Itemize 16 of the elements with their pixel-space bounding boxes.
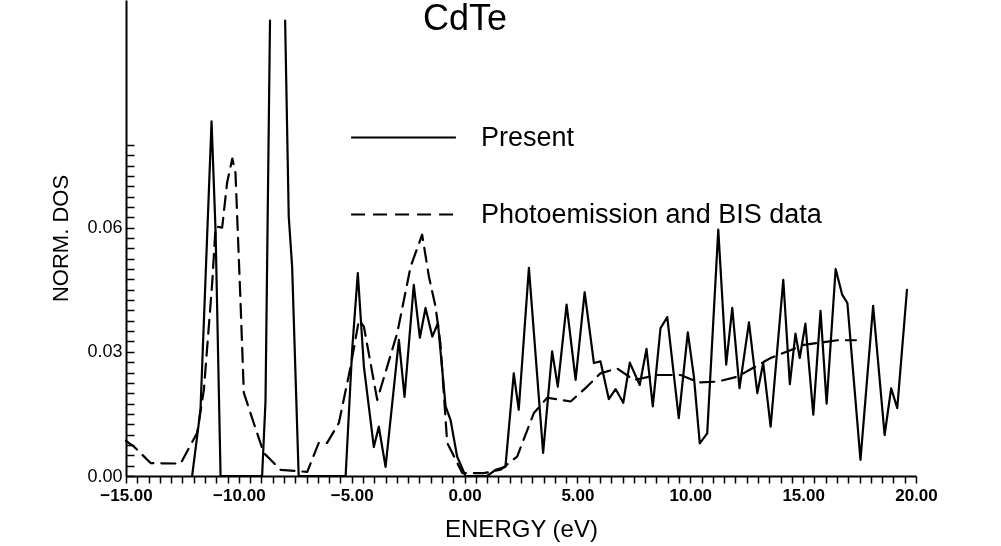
x-tick-label: 20.00 bbox=[895, 485, 938, 505]
x-tick-label: −15.00 bbox=[100, 485, 153, 505]
x-tick-label: −10.00 bbox=[213, 485, 266, 505]
y-tick-label: 0.00 bbox=[87, 465, 123, 486]
chart-title: CdTe bbox=[423, 0, 508, 38]
legend-label: Photoemission and BIS data bbox=[481, 198, 823, 229]
x-tick-label: −5.00 bbox=[330, 485, 374, 505]
x-tick-label: 10.00 bbox=[669, 485, 713, 505]
y-tick-label: 0.03 bbox=[87, 341, 123, 362]
x-axis-title: ENERGY (eV) bbox=[445, 514, 598, 542]
x-tick-label: 0.00 bbox=[448, 485, 482, 505]
x-tick-label: 5.00 bbox=[561, 485, 595, 505]
y-axis-title: NORM. DOS bbox=[48, 174, 74, 303]
y-tick-label: 0.06 bbox=[87, 217, 123, 238]
legend-label: Present bbox=[481, 121, 575, 152]
x-tick-label: 15.00 bbox=[782, 485, 825, 505]
